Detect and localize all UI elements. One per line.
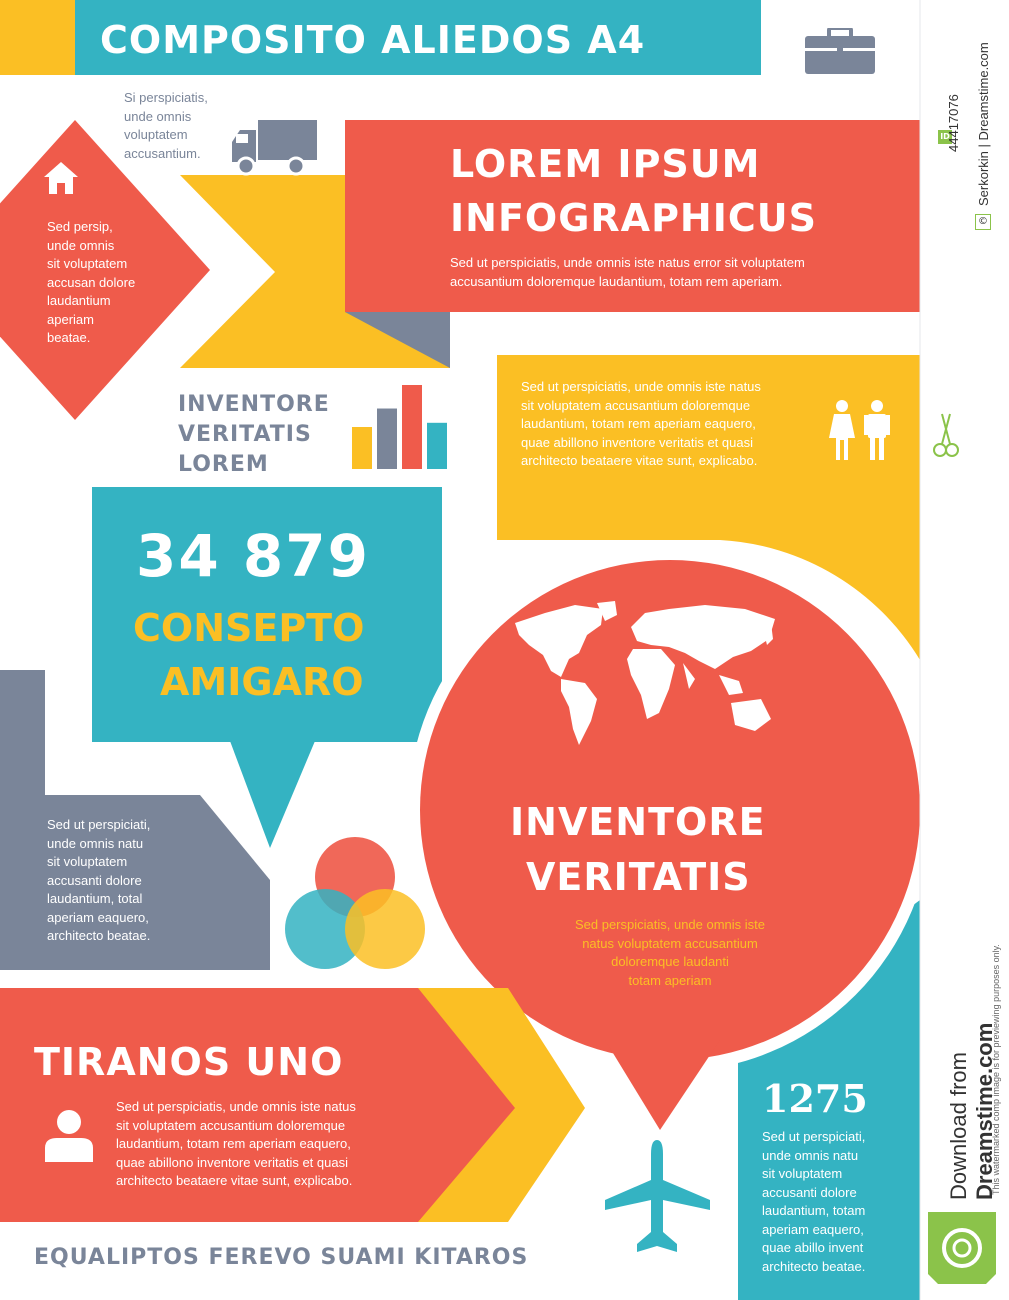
bar-icon-bar <box>377 408 397 469</box>
globe-text: Sed perspiciatis, unde omnis iste natus … <box>574 917 766 988</box>
yellow-box-text: Sed ut perspiciatis, unde omnis iste nat… <box>521 379 761 468</box>
gray-block-text: Sed ut perspiciati, unde omnis natu sit … <box>47 817 151 943</box>
globe-title-line2: VERITATIS <box>526 855 751 899</box>
stats-line1: CONSEPTO <box>133 606 365 650</box>
globe-title-line1: INVENTORE <box>510 800 766 844</box>
world-map-icon <box>515 601 775 745</box>
stock-credit: Serkorkin | Dreamstime.com <box>976 42 991 206</box>
scissors-icon <box>933 413 959 457</box>
footer-text: EQUALIPTOS FEREVO SUAMI KITAROS <box>34 1245 529 1270</box>
banner-title-line1: LOREM IPSUM <box>450 142 761 186</box>
preview-note: This watermarked comp image is for previ… <box>991 944 1001 1195</box>
page-title: COMPOSITO ALIEDOS A4 <box>100 18 646 62</box>
diamond-text: Sed persip, unde omnis sit voluptatem ac… <box>47 219 136 345</box>
bars-title: INVENTORE VERITATIS LOREM <box>178 392 330 477</box>
tiranos-title: TIRANOS UNO <box>34 1040 344 1084</box>
number-box-text: Sed ut perspiciati, unde omnis natu sit … <box>762 1129 866 1274</box>
dreamstime-logo-icon <box>928 1212 996 1284</box>
truck-caption: Si perspiciatis, unde omnis voluptatem a… <box>124 90 208 161</box>
bar-icon-bar <box>427 422 447 469</box>
banner-title-line2: INFOGRAPHICUS <box>450 196 817 240</box>
truck-icon <box>232 120 317 176</box>
tiranos-text: Sed ut perspiciatis, unde omnis iste nat… <box>116 1099 356 1188</box>
download-label: Download from <box>946 1052 971 1200</box>
stats-value: 34 879 <box>136 522 370 590</box>
stock-id: 44417076 <box>946 94 961 152</box>
briefcase-icon <box>805 28 875 74</box>
user-icon <box>45 1110 93 1162</box>
number-box-value: 1275 <box>762 1076 868 1121</box>
banner-text: Sed ut perspiciatis, unde omnis iste nat… <box>450 255 805 289</box>
people-icon <box>829 400 890 460</box>
bar-chart-icon <box>352 385 447 469</box>
bar-icon-bar <box>402 385 422 469</box>
airplane-icon <box>605 1140 710 1252</box>
venn-diagram-icon <box>285 837 425 969</box>
copyright-badge: © <box>975 214 991 230</box>
id-badge: ID <box>938 130 952 144</box>
bar-icon-bar <box>352 427 372 469</box>
stats-line2: AMIGARO <box>160 660 364 704</box>
house-icon <box>44 162 78 194</box>
